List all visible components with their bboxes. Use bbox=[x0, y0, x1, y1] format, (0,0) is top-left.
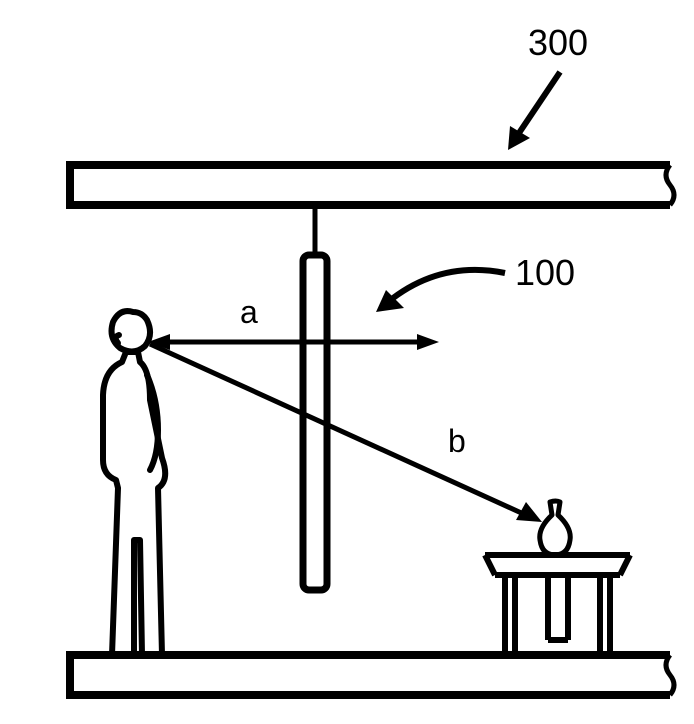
label-a: a bbox=[240, 294, 258, 330]
label-300: 300 bbox=[528, 22, 588, 63]
ceiling bbox=[70, 165, 674, 205]
leader-100 bbox=[376, 270, 505, 312]
leader-300 bbox=[508, 72, 560, 150]
sight-line-b bbox=[150, 344, 542, 522]
table-icon bbox=[485, 555, 630, 655]
person-icon bbox=[103, 311, 165, 655]
technical-diagram: 300 100 a b bbox=[0, 0, 694, 724]
sight-line-a bbox=[148, 334, 439, 350]
floor bbox=[70, 655, 674, 695]
label-100: 100 bbox=[515, 252, 575, 293]
label-b: b bbox=[448, 423, 466, 459]
vase-icon bbox=[540, 501, 571, 555]
